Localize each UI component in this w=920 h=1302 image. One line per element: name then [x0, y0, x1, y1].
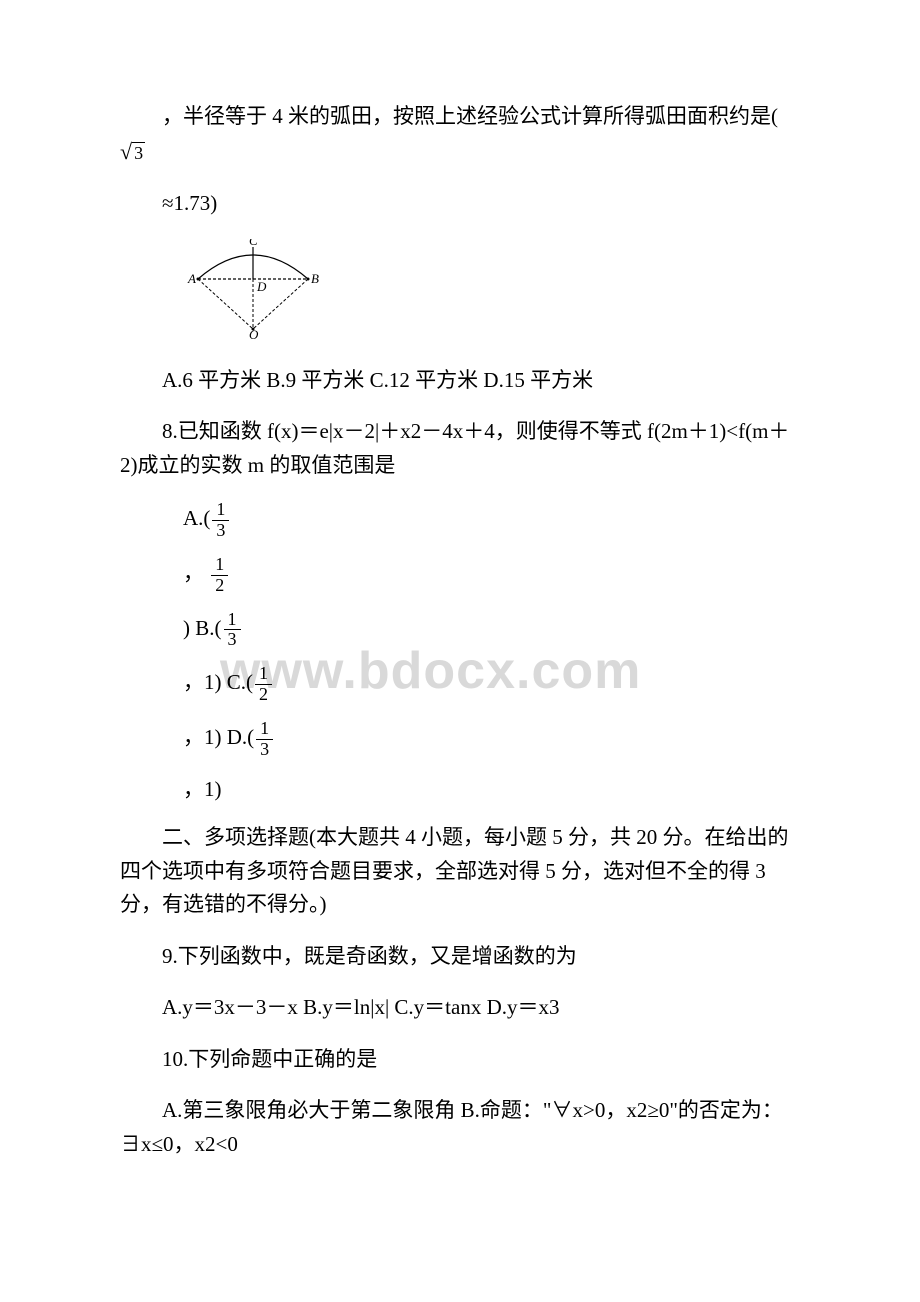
label-b: B	[311, 271, 319, 286]
q7-options: A.6 平方米 B.9 平方米 C.12 平方米 D.15 平方米	[120, 364, 800, 398]
q8-comma1: ，	[183, 561, 204, 585]
page-content: ，半径等于 4 米的弧田，按照上述经验公式计算所得弧田面积约是( √3 ≈1.73…	[120, 100, 800, 1162]
q8-stem: 8.已知函数 f(x)＝e|x－2|＋x2－4x＋4，则使得不等式 f(2m＋1…	[120, 415, 800, 482]
q7-stem-line1: ，半径等于 4 米的弧田，按照上述经验公式计算所得弧田面积约是( √3	[120, 100, 800, 169]
radius-oa	[198, 279, 253, 329]
q8-optA-prefix: A.(	[183, 506, 210, 530]
q10-optA-B: A.第三象限角必大于第二象限角 B.命题："∀x>0，x2≥0"的否定为：∃x≤…	[120, 1094, 800, 1161]
q7-stem-line2: ≈1.73)	[120, 187, 800, 221]
q8-line2: ， 12	[120, 555, 800, 596]
q8-optB: ) B.(13	[120, 610, 800, 651]
q9-stem: 9.下列函数中，既是奇函数，又是增函数的为	[120, 940, 800, 974]
label-a: A	[187, 271, 196, 286]
q8-optB-prefix: ) B.(	[183, 616, 222, 640]
q8-optD: ，1) D.(13	[120, 719, 800, 760]
arc-field-diagram: A B C D O	[183, 239, 800, 350]
frac-1-2-b: 12	[255, 664, 272, 705]
frac-1-3-c: 13	[256, 719, 273, 760]
frac-1-2-a: 12	[211, 555, 228, 596]
label-c: C	[249, 239, 258, 248]
frac-1-3-b: 13	[224, 610, 241, 651]
frac-1-3-a: 13	[212, 500, 229, 541]
q8-optA: A.(13	[120, 500, 800, 541]
q7-text-part1: ，半径等于 4 米的弧田，按照上述经验公式计算所得弧田面积约是(	[162, 104, 778, 128]
label-d: D	[256, 279, 267, 294]
q8-optC-prefix: ，1) C.(	[183, 670, 253, 694]
section2-heading: 二、多项选择题(本大题共 4 小题，每小题 5 分，共 20 分。在给出的四个选…	[120, 821, 800, 922]
q10-stem: 10.下列命题中正确的是	[120, 1043, 800, 1077]
label-o: O	[249, 327, 259, 339]
q8-final: ，1)	[120, 773, 800, 807]
point-b	[307, 277, 310, 280]
sqrt-3: √3	[120, 134, 145, 169]
point-a	[197, 277, 200, 280]
diagram-svg: A B C D O	[183, 239, 323, 339]
q8-optC: ，1) C.(12	[120, 664, 800, 705]
q8-optD-prefix: ，1) D.(	[183, 725, 254, 749]
q9-options: A.y＝3x－3－x B.y＝ln|x| C.y＝tanx D.y＝x3	[120, 991, 800, 1025]
